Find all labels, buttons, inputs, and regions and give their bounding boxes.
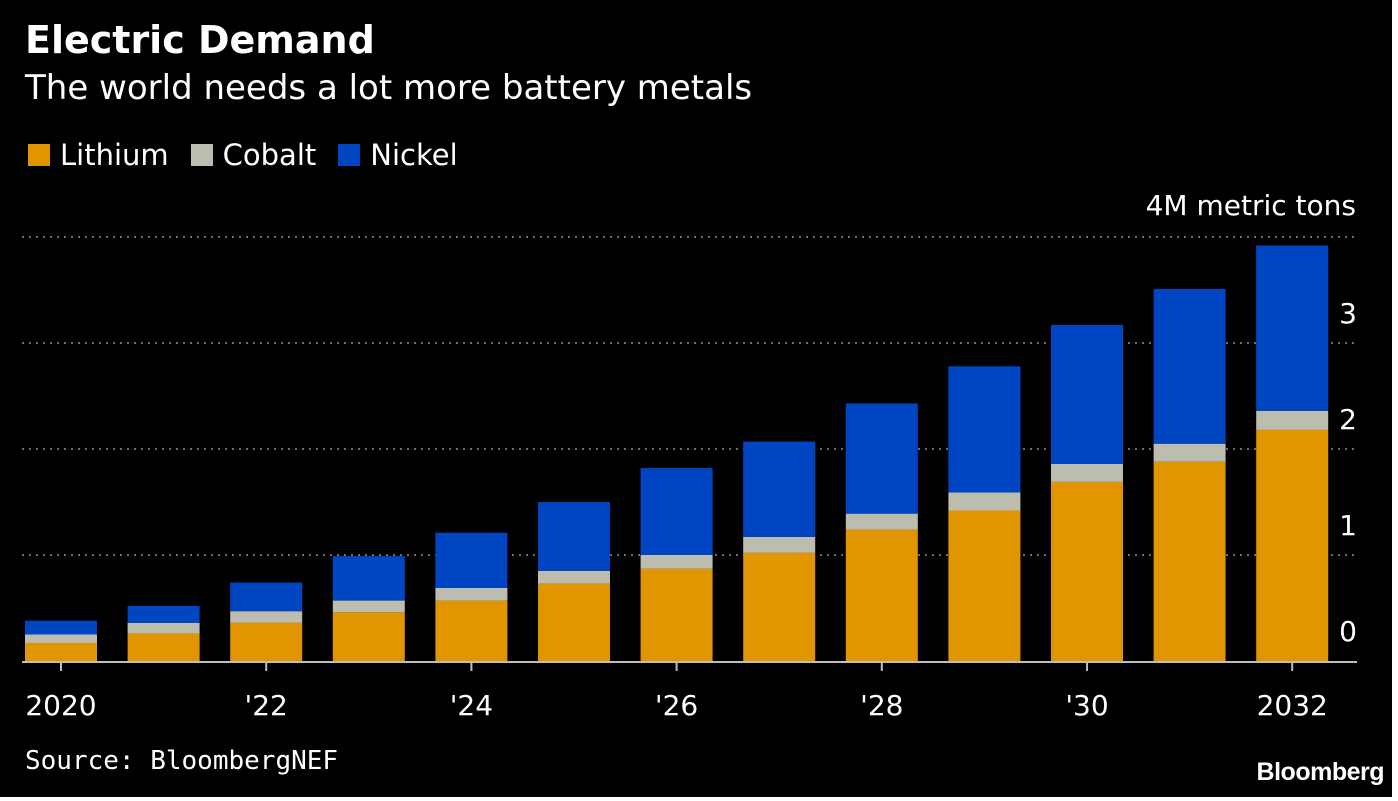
y-axis-unit-label: 4M metric tons	[1146, 189, 1356, 222]
y-tick-label-0: 0	[1339, 615, 1357, 648]
bar-nickel-2026	[640, 468, 713, 555]
legend-item-cobalt: Cobalt	[190, 138, 317, 172]
legend-label-lithium: Lithium	[60, 138, 169, 172]
bar-cobalt-2028	[845, 513, 918, 530]
bar-nickel-2028	[845, 403, 918, 514]
bar-lithium-2021	[127, 633, 200, 661]
bar-cobalt-2021	[127, 622, 200, 634]
legend-swatch-lithium	[28, 144, 50, 166]
x-tick-label-2024: '24	[450, 689, 493, 722]
bar-lithium-2025	[538, 583, 610, 661]
bar-lithium-2027	[743, 552, 816, 661]
bloomberg-logo: Bloomberg	[1256, 758, 1385, 786]
y-axis-ticks: 0 1 2 3	[1339, 297, 1357, 648]
x-tick-label-2020: 2020	[25, 689, 96, 722]
bar-nickel-2027	[743, 441, 816, 537]
bar-nickel-2029	[948, 366, 1021, 493]
legend-swatch-nickel	[338, 144, 361, 166]
bar-nickel-2032	[1256, 245, 1329, 411]
y-tick-label-3: 3	[1339, 297, 1357, 330]
bars	[25, 245, 1329, 661]
y-tick-label-2: 2	[1339, 403, 1357, 436]
bar-nickel-2023	[332, 556, 405, 601]
legend-label-nickel: Nickel	[370, 138, 458, 172]
bar-nickel-2024	[435, 532, 508, 588]
x-tick-label-2032: 2032	[1257, 689, 1328, 722]
bar-nickel-2022	[230, 582, 303, 612]
x-tick-label-2026: '26	[655, 689, 698, 722]
legend-swatch-cobalt	[190, 144, 213, 166]
bar-cobalt-2026	[640, 555, 713, 569]
bar-nickel-2025	[538, 502, 610, 571]
bar-nickel-2031	[1153, 288, 1226, 444]
bar-lithium-2028	[845, 529, 918, 661]
bar-lithium-2023	[332, 612, 405, 661]
bar-nickel-2030	[1051, 324, 1123, 464]
x-tick-label-2030: '30	[1065, 689, 1108, 722]
x-tick-label-2022: '22	[245, 689, 288, 722]
source-note: Source: BloombergNEF	[25, 746, 339, 776]
legend: Lithium Cobalt Nickel	[28, 138, 480, 172]
chart-subtitle: The world needs a lot more battery metal…	[25, 68, 753, 108]
bar-lithium-2020	[25, 642, 97, 661]
bar-cobalt-2029	[948, 492, 1021, 511]
bar-cobalt-2024	[435, 587, 508, 601]
y-tick-label-1: 1	[1339, 509, 1357, 542]
bar-cobalt-2025	[538, 570, 610, 584]
legend-label-cobalt: Cobalt	[222, 138, 317, 172]
bar-nickel-2021	[127, 605, 200, 623]
legend-item-lithium: Lithium	[28, 138, 169, 172]
chart-title: Electric Demand	[25, 18, 375, 62]
bar-nickel-2020	[25, 620, 97, 635]
bar-lithium-2032	[1256, 429, 1329, 661]
bar-lithium-2024	[435, 600, 508, 661]
bar-cobalt-2022	[230, 611, 303, 623]
x-axis: 2020 '22 '24 '26 '28 '30 2032	[22, 661, 1357, 722]
bar-lithium-2022	[230, 622, 303, 661]
bar-cobalt-2023	[332, 600, 405, 613]
x-tick-label-2028: '28	[860, 689, 903, 722]
bar-lithium-2031	[1153, 461, 1226, 661]
bar-lithium-2029	[948, 510, 1021, 661]
bar-cobalt-2031	[1153, 443, 1226, 462]
legend-item-nickel: Nickel	[338, 138, 458, 172]
bar-lithium-2030	[1051, 481, 1123, 661]
bar-cobalt-2030	[1051, 463, 1123, 482]
bar-cobalt-2020	[25, 634, 97, 643]
bar-cobalt-2027	[743, 536, 816, 553]
bar-cobalt-2032	[1256, 410, 1329, 430]
bar-lithium-2026	[640, 568, 713, 661]
